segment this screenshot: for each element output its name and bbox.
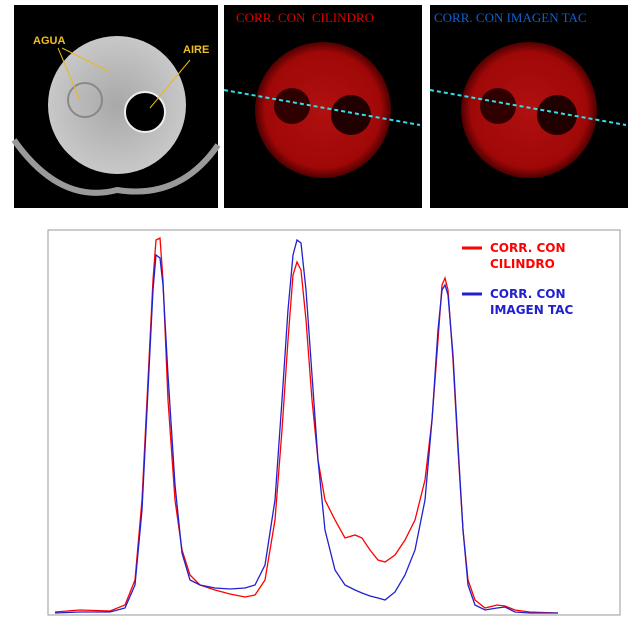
panel-title: CORR. CON IMAGEN TAC	[434, 10, 587, 25]
ct-panel: AGUA AIRE	[11, 5, 221, 208]
panel-title: CORR. CON CILINDRO	[236, 10, 374, 25]
plot	[54, 236, 559, 614]
legend-label: CORR. CON IMAGEN TAC	[490, 287, 574, 317]
plot-frame	[47, 229, 621, 616]
legend-label: CORR. CON CILINDRO	[490, 241, 566, 271]
pet-panel: CORR. CON CILINDRO	[223, 5, 422, 208]
ct-label: AIRE	[183, 44, 209, 56]
series-line	[54, 238, 558, 614]
pet-panel: CORR. CON IMAGEN TAC	[429, 5, 628, 208]
ct-label: AGUA	[33, 35, 65, 47]
